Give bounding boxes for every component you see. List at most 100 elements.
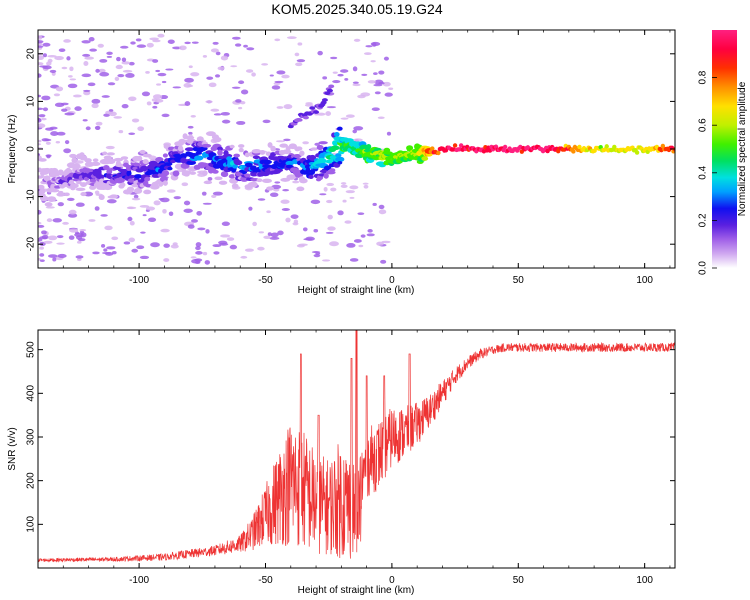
spectrogram-ridge-cell (89, 185, 97, 190)
spectrogram-ridge-cell (299, 178, 308, 184)
spectrogram-speckle (91, 103, 99, 109)
spectrogram-speckle (129, 220, 135, 226)
spectrogram-speckle (352, 83, 361, 87)
y-tick-label: 20 (26, 48, 37, 60)
spectrogram-speckle (87, 82, 96, 87)
spectrogram-speckle (38, 118, 42, 123)
snr-y-label: SNR (v/v) (7, 427, 18, 470)
spectrogram-speckle (274, 181, 281, 184)
spectrogram-ridge-cell (330, 145, 340, 151)
spectrogram-ridge-cell (180, 153, 187, 159)
spectrogram-speckle (67, 83, 78, 89)
spectrogram-speckle (184, 101, 191, 107)
spectrogram-speckle (257, 198, 266, 201)
spectrogram-ridge-cell (212, 136, 222, 143)
spectrogram-speckle (56, 242, 65, 245)
spectrogram-ridge-cell (366, 143, 372, 150)
spectrogram-speckle (170, 244, 179, 249)
spectrogram-ridge-cell (293, 153, 302, 159)
spectrogram-speckle (340, 182, 347, 185)
spectrogram-speckle (240, 255, 248, 259)
spectrogram-speckle (131, 248, 139, 253)
spectrogram-speckle (211, 194, 217, 198)
spectrogram-speckle (329, 241, 339, 247)
spectrogram-speckle (55, 86, 64, 92)
spectrogram-speckle (41, 230, 47, 235)
spectrogram-speckle (47, 254, 58, 258)
spectrogram-ridge-cell (196, 136, 204, 142)
spectrogram-speckle (127, 216, 133, 222)
spectrogram-speckle (367, 229, 373, 233)
spectrogram-ridge-cell (142, 159, 149, 165)
spectrogram-speckle (83, 89, 91, 92)
spectrogram-speckle (38, 94, 42, 98)
spectrogram-speckle (207, 176, 213, 181)
spectrogram-speckle (257, 246, 265, 251)
spectrogram-speckle (205, 100, 213, 104)
spectrogram-speckle (183, 200, 191, 206)
spectrogram-ridge-cell (295, 146, 303, 151)
x-tick-label: 100 (636, 575, 653, 586)
spectrogram-speckle (349, 258, 359, 262)
spectrogram-speckle (370, 60, 376, 63)
spectrogram-speckle (172, 86, 182, 89)
spectrogram-speckle (220, 234, 231, 238)
spectrogram-speckle (353, 38, 361, 42)
spectrogram-ridge-cell (136, 155, 143, 162)
spectrogram-speckle (315, 252, 321, 255)
spectrogram-speckle (76, 257, 82, 262)
spectrogram-speckle (38, 62, 44, 66)
spectrogram-speckle (54, 55, 64, 61)
spectrogram-speckle (376, 241, 384, 246)
spectrogram-speckle (64, 112, 75, 116)
spectrogram-speckle (131, 118, 140, 123)
spectrogram-ridge-cell (140, 165, 149, 172)
spectrogram-speckle (53, 93, 61, 97)
spectrogram-ridge-cell (38, 158, 47, 162)
spectrogram-speckle (38, 209, 42, 215)
spectrogram-speckle (121, 57, 127, 62)
spectrogram-speckle (353, 239, 362, 243)
spectrogram-speckle (146, 42, 154, 48)
spectrogram-speckle (240, 89, 249, 95)
spectrogram-speckle (275, 140, 285, 143)
spectrogram-ridge-cell (458, 143, 464, 148)
spectrogram-speckle (141, 91, 151, 97)
snr-frame (37, 329, 676, 569)
spectrogram-speckle (117, 74, 125, 78)
spectrogram-ridge-cell (383, 151, 393, 155)
spectrogram-speckle (294, 52, 300, 57)
spectrogram-speckle (111, 250, 117, 255)
spectrogram-branch-cell (321, 98, 328, 102)
spectrogram-speckle (166, 189, 176, 193)
spectrogram-speckle (323, 186, 328, 192)
chart-title: KOM5.2025.340.05.19.G24 (271, 1, 442, 17)
spectrogram-speckle (261, 63, 269, 66)
spectrogram-speckle (95, 68, 100, 73)
spectrogram-speckle (42, 65, 52, 70)
spectrogram-ridge-cell (452, 143, 458, 148)
spectrogram-ridge-cell (214, 176, 223, 181)
spectrogram-speckle (69, 66, 74, 72)
spectrogram-speckle (305, 102, 313, 105)
spectrogram-speckle (349, 196, 355, 199)
spectrogram-speckle (63, 39, 71, 43)
spectrogram-speckle (82, 53, 91, 57)
spectrogram-speckle (283, 104, 293, 110)
spectrogram-ridge-cell (285, 160, 295, 166)
spectrogram-ridge-cell (316, 157, 327, 165)
spectrogram-speckle (378, 70, 385, 75)
x-tick-label: 50 (513, 575, 525, 586)
spectrogram-speckle (366, 233, 375, 237)
colorbar-ticks: 0.0 0.2 0.4 0.6 0.8 (698, 70, 717, 275)
spectrogram-speckle (38, 139, 42, 143)
spectrogram-speckle (118, 129, 124, 134)
spectrogram-speckle (128, 61, 135, 66)
spectrogram-speckle (92, 251, 100, 255)
spectrogram-speckle (245, 69, 254, 73)
spectrogram-ridge-cell (68, 179, 75, 185)
spectrogram-ridge-cell (132, 162, 141, 167)
spectrogram-ridge-cell (229, 144, 235, 149)
spectrogram-speckle (108, 111, 117, 117)
colorbar-tick-label: 0.4 (698, 165, 709, 179)
